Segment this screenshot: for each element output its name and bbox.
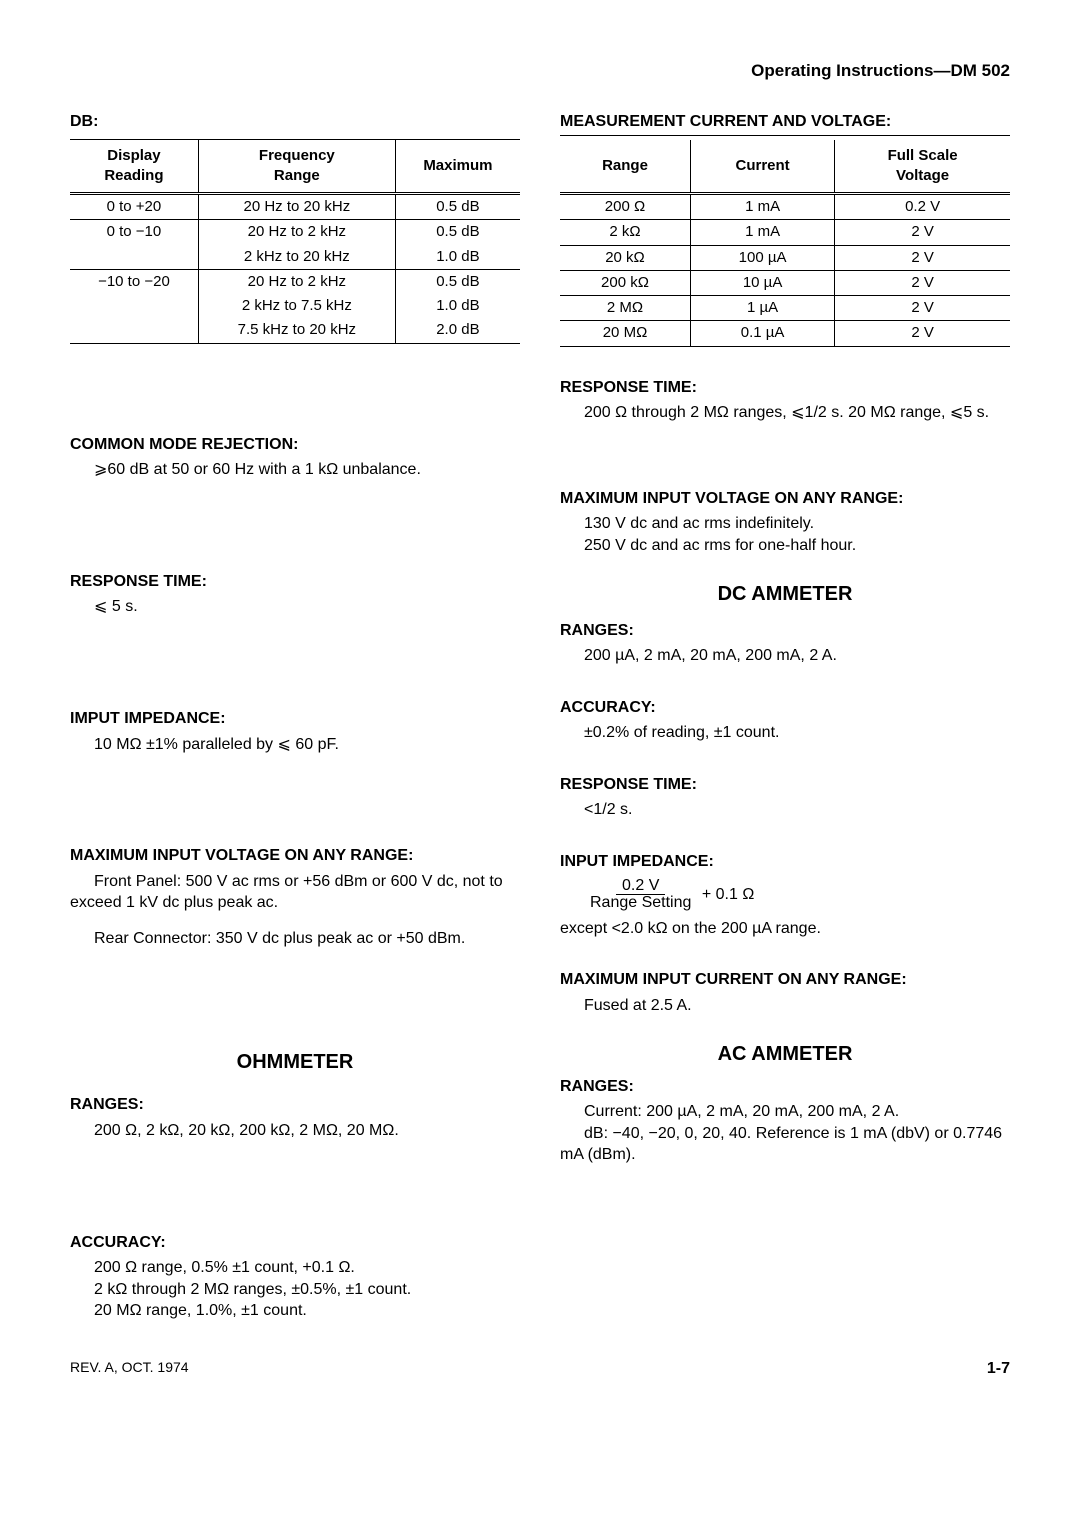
table-cell: 2 MΩ [560,296,691,321]
mcv-table: Range Current Full ScaleVoltage 200 Ω1 m… [560,140,1010,347]
left-column: DB: DisplayReading FrequencyRange Maximu… [70,111,520,1322]
table-cell: 1.0 dB [395,294,520,318]
table-cell: 2 kHz to 7.5 kHz [198,294,395,318]
table-cell: 7.5 kHz to 20 kHz [198,318,395,343]
dca-rt-label: RESPONSE TIME: [560,774,1010,796]
miv-right-label: MAXIMUM INPUT VOLTAGE ON ANY RANGE: [560,488,1010,510]
ohm-acc-label: ACCURACY: [70,1232,520,1254]
table-cell: 0.2 V [835,194,1010,220]
table-cell: 20 kΩ [560,245,691,270]
table-cell: 2.0 dB [395,318,520,343]
table-cell [70,318,198,343]
table-cell: 2 V [835,220,1010,245]
db-label: DB: [70,111,520,133]
mcv-th-1: Current [691,140,835,194]
dc-ammeter-title: DC AMMETER [560,581,1010,608]
dca-mic-label: MAXIMUM INPUT CURRENT ON ANY RANGE: [560,969,1010,991]
dca-imp-label: INPUT IMPEDANCE: [560,851,1010,873]
table-cell: 200 kΩ [560,270,691,295]
table-cell: 1.0 dB [395,245,520,270]
table-cell: −10 to −20 [70,269,198,294]
table-cell: 20 MΩ [560,321,691,346]
db-th-2: Maximum [395,139,520,194]
db-table: DisplayReading FrequencyRange Maximum 0 … [70,139,520,344]
dca-ranges-body: 200 µA, 2 mA, 20 mA, 200 mA, 2 A. [584,645,1010,667]
dca-rt-body: <1/2 s. [584,799,1010,821]
db-th-1: FrequencyRange [198,139,395,194]
ohm-ranges-label: RANGES: [70,1094,520,1116]
table-cell [70,245,198,270]
ohm-acc-body2: 2 kΩ through 2 MΩ ranges, ±0.5%, ±1 coun… [94,1279,520,1301]
table-cell [70,294,198,318]
ohm-acc-body3: 20 MΩ range, 1.0%, ±1 count. [94,1300,520,1322]
table-cell: 1 mA [691,194,835,220]
table-cell: 10 µA [691,270,835,295]
frac-tail: + 0.1 Ω [702,885,754,902]
rt-left-label: RESPONSE TIME: [70,571,520,593]
aca-ranges-body1: Current: 200 µA, 2 mA, 20 mA, 200 mA, 2 … [584,1101,1010,1123]
table-cell: 0 to −10 [70,220,198,245]
table-cell: 2 V [835,296,1010,321]
dca-acc-label: ACCURACY: [560,697,1010,719]
mcv-label: MEASUREMENT CURRENT AND VOLTAGE: [560,111,1010,136]
mcv-th-0: Range [560,140,691,194]
table-cell: 1 µA [691,296,835,321]
miv-left-body1: Front Panel: 500 V ac rms or +56 dBm or … [70,871,520,914]
table-cell: 20 Hz to 2 kHz [198,269,395,294]
ohmmeter-title: OHMMETER [70,1049,520,1076]
table-cell: 0.5 dB [395,220,520,245]
table-cell: 0 to +20 [70,194,198,220]
table-cell: 200 Ω [560,194,691,220]
rt-right-body: 200 Ω through 2 MΩ ranges, ⩽1/2 s. 20 MΩ… [584,402,1010,424]
document-header: Operating Instructions—DM 502 [70,60,1010,83]
dca-acc-body: ±0.2% of reading, ±1 count. [584,722,1010,744]
table-cell: 2 V [835,245,1010,270]
footer-right: 1-7 [987,1358,1010,1380]
table-cell: 2 kΩ [560,220,691,245]
aca-ranges-body2: dB: −40, −20, 0, 20, 40. Reference is 1 … [560,1123,1010,1166]
dca-ranges-label: RANGES: [560,620,1010,642]
miv-right-body2: 250 V dc and ac rms for one-half hour. [584,535,1010,557]
miv-left-body2: Rear Connector: 350 V dc plus peak ac or… [94,928,520,950]
ohm-acc-body1: 200 Ω range, 0.5% ±1 count, +0.1 Ω. [94,1257,520,1279]
table-cell: 0.5 dB [395,194,520,220]
aca-ranges-label: RANGES: [560,1076,1010,1098]
frac-den: Range Setting [584,894,697,911]
dca-imp-frac: 0.2 V Range Setting + 0.1 Ω [584,877,1010,912]
rt-right-label: RESPONSE TIME: [560,377,1010,399]
ac-ammeter-title: AC AMMETER [560,1041,1010,1068]
ohm-ranges-body: 200 Ω, 2 kΩ, 20 kΩ, 200 kΩ, 2 MΩ, 20 MΩ. [94,1120,520,1142]
dca-imp-note: except <2.0 kΩ on the 200 µA range. [560,918,1010,940]
imp-label: IMPUT IMPEDANCE: [70,708,520,730]
rt-left-body: ⩽ 5 s. [94,596,520,618]
frac-num: 0.2 V [616,877,665,895]
table-cell: 20 Hz to 20 kHz [198,194,395,220]
db-th-0: DisplayReading [70,139,198,194]
miv-right-body1: 130 V dc and ac rms indefinitely. [584,513,1010,535]
table-cell: 0.1 µA [691,321,835,346]
two-column-layout: DB: DisplayReading FrequencyRange Maximu… [70,111,1010,1322]
table-cell: 1 mA [691,220,835,245]
footer-left: REV. A, OCT. 1974 [70,1358,189,1380]
dca-mic-body: Fused at 2.5 A. [584,995,1010,1017]
table-cell: 0.5 dB [395,269,520,294]
mcv-th-2: Full ScaleVoltage [835,140,1010,194]
right-column: MEASUREMENT CURRENT AND VOLTAGE: Range C… [560,111,1010,1322]
table-cell: 2 V [835,321,1010,346]
table-cell: 2 V [835,270,1010,295]
imp-body: 10 MΩ ±1% paralleled by ⩽ 60 pF. [94,734,520,756]
table-cell: 100 µA [691,245,835,270]
cmr-body: ⩾60 dB at 50 or 60 Hz with a 1 kΩ unbala… [94,459,520,481]
table-cell: 20 Hz to 2 kHz [198,220,395,245]
cmr-label: COMMON MODE REJECTION: [70,434,520,456]
table-cell: 2 kHz to 20 kHz [198,245,395,270]
miv-left-label: MAXIMUM INPUT VOLTAGE ON ANY RANGE: [70,845,520,867]
page-footer: REV. A, OCT. 1974 1-7 [70,1358,1010,1380]
